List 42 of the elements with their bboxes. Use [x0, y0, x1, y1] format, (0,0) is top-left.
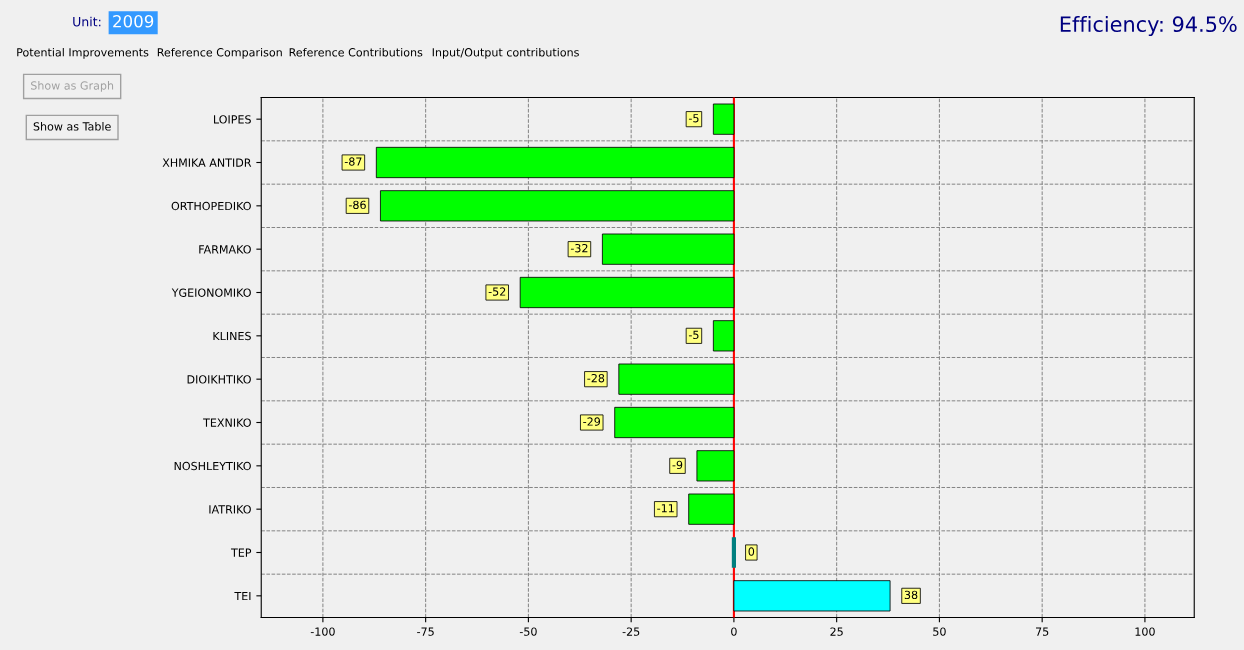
y-tick-label: YGEIONOMIKO — [171, 288, 251, 297]
text: Show as Graph — [31, 81, 114, 92]
y-tick-label: TEP — [230, 548, 252, 557]
x-tick-label: -75 — [417, 627, 434, 636]
data-label: -86 — [348, 200, 366, 210]
text: Unit: — [73, 16, 101, 27]
data-label: -5 — [688, 114, 699, 123]
y-tick-label: FARMAKO — [199, 245, 251, 254]
text: 2009 — [113, 14, 154, 28]
x-tick-label: 100 — [1135, 627, 1155, 636]
x-tick-label: -100 — [310, 627, 335, 636]
x-tick-label: -25 — [622, 627, 640, 636]
y-tick-label: TEI — [234, 591, 251, 601]
data-label: -87 — [344, 157, 362, 166]
data-label: -32 — [570, 243, 588, 253]
text: Show as Table — [33, 122, 111, 131]
y-tick-label: IATRIKO — [209, 505, 251, 514]
data-label: -5 — [688, 330, 699, 340]
text: Potential Improvements — [17, 47, 149, 59]
data-label: -11 — [657, 504, 674, 513]
y-tick-label: DIOIKHTIKO — [187, 375, 251, 384]
data-label: -52 — [488, 287, 506, 296]
data-label: -28 — [587, 373, 605, 383]
data-label: -9 — [672, 460, 683, 470]
y-tick-label: TEXNIKO — [203, 418, 251, 427]
y-tick-label: ORTHOPEDIKO — [171, 201, 251, 211]
x-tick-label: 25 — [830, 627, 843, 636]
x-tick-label: 50 — [933, 627, 946, 636]
y-tick-label: KLINES — [213, 331, 251, 341]
y-tick-label: XHMIKA ANTIDR — [162, 158, 252, 167]
text: Reference Comparison — [157, 47, 282, 59]
y-tick-label: NOSHLEYTIKO — [174, 461, 251, 471]
data-label: 0 — [748, 547, 755, 556]
text: Reference Contributions — [289, 47, 423, 57]
text: Input/Output contributions — [432, 47, 579, 59]
x-tick-label: -50 — [519, 627, 537, 636]
x-tick-label: 75 — [1036, 627, 1049, 636]
chart-title: Efficiency: 94.5% — [1060, 15, 1237, 37]
x-tick-label: 0 — [731, 627, 737, 636]
data-label: -29 — [583, 417, 601, 426]
data-label: 38 — [904, 590, 918, 600]
y-tick-label: LOIPES — [214, 115, 251, 124]
